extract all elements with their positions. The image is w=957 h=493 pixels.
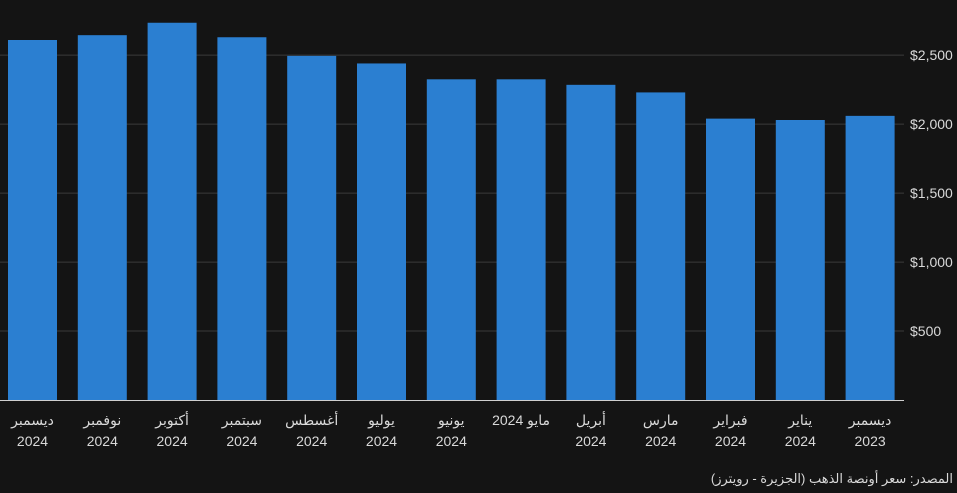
- x-tick-label: 2024: [785, 433, 816, 449]
- bar: [77, 35, 127, 400]
- x-tick-label: 2024: [226, 433, 257, 449]
- x-tick-label: 2024: [296, 433, 327, 449]
- x-tick-label: يوليو: [367, 412, 395, 429]
- bar: [775, 120, 825, 400]
- x-tick-label: أغسطس: [285, 411, 338, 429]
- x-tick-label: 2024: [157, 433, 188, 449]
- x-tick-label: ديسمبر: [848, 412, 892, 429]
- source-note: المصدر: سعر أونصة الذهب (الجزيرة - رويتر…: [710, 471, 953, 486]
- bar: [217, 37, 267, 400]
- x-tick-label: 2024: [575, 433, 606, 449]
- x-tick-label: 2024: [17, 433, 48, 449]
- bar: [287, 55, 337, 401]
- bars: [8, 22, 895, 401]
- x-tick-label: مارس: [643, 412, 679, 429]
- bar: [496, 79, 546, 400]
- y-axis-ticks: $500 $1,000 $1,500 $2,000 $2,500: [910, 47, 953, 339]
- x-axis-labels: ديسمبر 2024 نوفمبر 2024 أكتوبر 2024 سبتمبر 2024…: [10, 411, 891, 449]
- bar: [636, 92, 686, 401]
- x-tick-label: 2024: [715, 433, 746, 449]
- bar: [357, 63, 406, 401]
- x-tick-label: 2024: [436, 433, 467, 449]
- x-tick-label: 2024: [645, 433, 676, 449]
- x-tick-label: مايو 2024: [492, 412, 550, 429]
- x-tick-label: 2023: [855, 433, 886, 449]
- y-tick-label: $2,000: [910, 116, 953, 132]
- bar: [8, 40, 57, 400]
- x-tick-label: أبريل: [576, 411, 606, 429]
- y-tick-label: $1,000: [910, 254, 953, 270]
- x-tick-label: يناير: [787, 412, 812, 429]
- bar: [845, 115, 895, 401]
- x-tick-label: نوفمبر: [82, 412, 121, 429]
- x-tick-label: سبتمبر: [221, 412, 262, 429]
- x-tick-label: يونيو: [437, 412, 465, 429]
- x-tick-label: 2024: [87, 433, 118, 449]
- y-tick-label: $500: [910, 323, 941, 339]
- x-tick-label: 2024: [366, 433, 397, 449]
- x-tick-label: فبراير: [712, 412, 747, 429]
- bar: [426, 79, 476, 400]
- bar: [566, 84, 616, 401]
- x-tick-label: ديسمبر: [10, 412, 54, 429]
- bar: [147, 22, 197, 401]
- bar: [706, 118, 755, 400]
- x-tick-label: أكتوبر: [154, 411, 189, 429]
- y-tick-label: $1,500: [910, 185, 953, 201]
- y-tick-label: $2,500: [910, 47, 953, 63]
